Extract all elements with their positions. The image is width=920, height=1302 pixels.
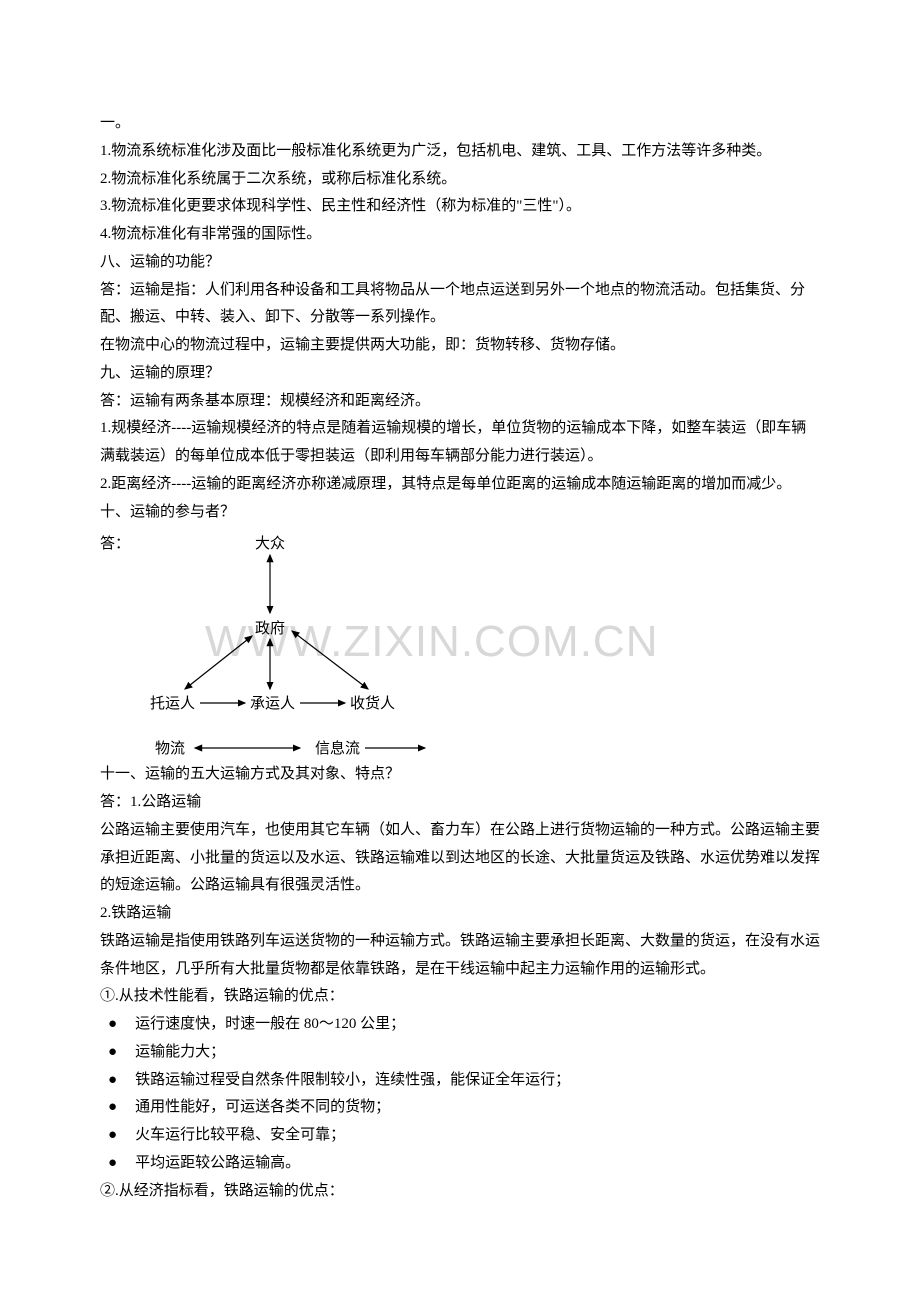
text-line: 一。 bbox=[100, 110, 820, 138]
text-line: 4.物流标准化有非常强的国际性。 bbox=[100, 221, 820, 249]
text-line: 铁路运输是指使用铁路列车运送货物的一种运输方式。铁路运输主要承担长距离、大数量的… bbox=[100, 928, 820, 984]
bullet-icon: ● bbox=[108, 1011, 117, 1039]
bullet-icon: ● bbox=[108, 1039, 117, 1067]
bullet-text: 运行速度快，时速一般在 80～120 公里； bbox=[135, 1011, 405, 1039]
text-line: 十、运输的参与者？ bbox=[100, 499, 820, 527]
bullet-text: 通用性能好，可运送各类不同的货物； bbox=[135, 1094, 390, 1122]
text-line: 答：1.公路运输 bbox=[100, 789, 820, 817]
text-line: 答：运输有两条基本原理：规模经济和距离经济。 bbox=[100, 388, 820, 416]
diagram-arrows bbox=[100, 531, 820, 761]
document-page: 一。 1.物流系统标准化涉及面比一般标准化系统更为广泛，包括机电、建筑、工具、工… bbox=[100, 110, 820, 1205]
list-item: ● 平均运距较公路运输高。 bbox=[108, 1150, 820, 1178]
bullet-icon: ● bbox=[108, 1067, 117, 1095]
text-line: 2.物流标准化系统属于二次系统，或称后标准化系统。 bbox=[100, 166, 820, 194]
bullet-text: 平均运距较公路运输高。 bbox=[135, 1150, 300, 1178]
list-item: ● 铁路运输过程受自然条件限制较小，连续性强，能保证全年运行； bbox=[108, 1067, 820, 1095]
bullet-icon: ● bbox=[108, 1122, 117, 1150]
text-line: 3.物流标准化更要求体现科学性、民主性和经济性（称为标准的"三性"）。 bbox=[100, 193, 820, 221]
bullet-list: ● 运行速度快，时速一般在 80～120 公里； ● 运输能力大； ● 铁路运输… bbox=[108, 1011, 820, 1178]
text-line: 答：运输是指：人们利用各种设备和工具将物品从一个地点运送到另外一个地点的物流活动… bbox=[100, 277, 820, 333]
list-item: ● 运行速度快，时速一般在 80～120 公里； bbox=[108, 1011, 820, 1039]
bullet-text: 铁路运输过程受自然条件限制较小，连续性强，能保证全年运行； bbox=[135, 1067, 570, 1095]
text-line: 十一、运输的五大运输方式及其对象、特点？ bbox=[100, 761, 820, 789]
bullet-text: 火车运行比较平稳、安全可靠； bbox=[135, 1122, 345, 1150]
text-line: ①.从技术性能看，铁路运输的优点： bbox=[100, 983, 820, 1011]
text-line: 九、运输的原理？ bbox=[100, 360, 820, 388]
text-line: 1.物流系统标准化涉及面比一般标准化系统更为广泛，包括机电、建筑、工具、工作方法… bbox=[100, 138, 820, 166]
bullet-text: 运输能力大； bbox=[135, 1039, 225, 1067]
text-line: 1.规模经济----运输规模经济的特点是随着运输规模的增长，单位货物的运输成本下… bbox=[100, 415, 820, 471]
participants-diagram: 答： 大众 政府 托运人 承运人 收货人 物流 信息流 WWW.ZIXIN.CO… bbox=[100, 531, 820, 761]
text-line: ②.从经济指标看，铁路运输的优点： bbox=[100, 1178, 820, 1206]
list-item: ● 火车运行比较平稳、安全可靠； bbox=[108, 1122, 820, 1150]
bullet-icon: ● bbox=[108, 1094, 117, 1122]
text-line: 八、运输的功能？ bbox=[100, 249, 820, 277]
bullet-icon: ● bbox=[108, 1150, 117, 1178]
text-line: 公路运输主要使用汽车，也使用其它车辆（如人、畜力车）在公路上进行货物运输的一种方… bbox=[100, 817, 820, 900]
text-line: 在物流中心的物流过程中，运输主要提供两大功能，即：货物转移、货物存储。 bbox=[100, 332, 820, 360]
list-item: ● 运输能力大； bbox=[108, 1039, 820, 1067]
list-item: ● 通用性能好，可运送各类不同的货物； bbox=[108, 1094, 820, 1122]
text-line: 2.距离经济----运输的距离经济亦称递减原理，其特点是每单位距离的运输成本随运… bbox=[100, 471, 820, 499]
node-zhengfu: 政府 bbox=[255, 616, 285, 644]
text-line: 2.铁路运输 bbox=[100, 900, 820, 928]
